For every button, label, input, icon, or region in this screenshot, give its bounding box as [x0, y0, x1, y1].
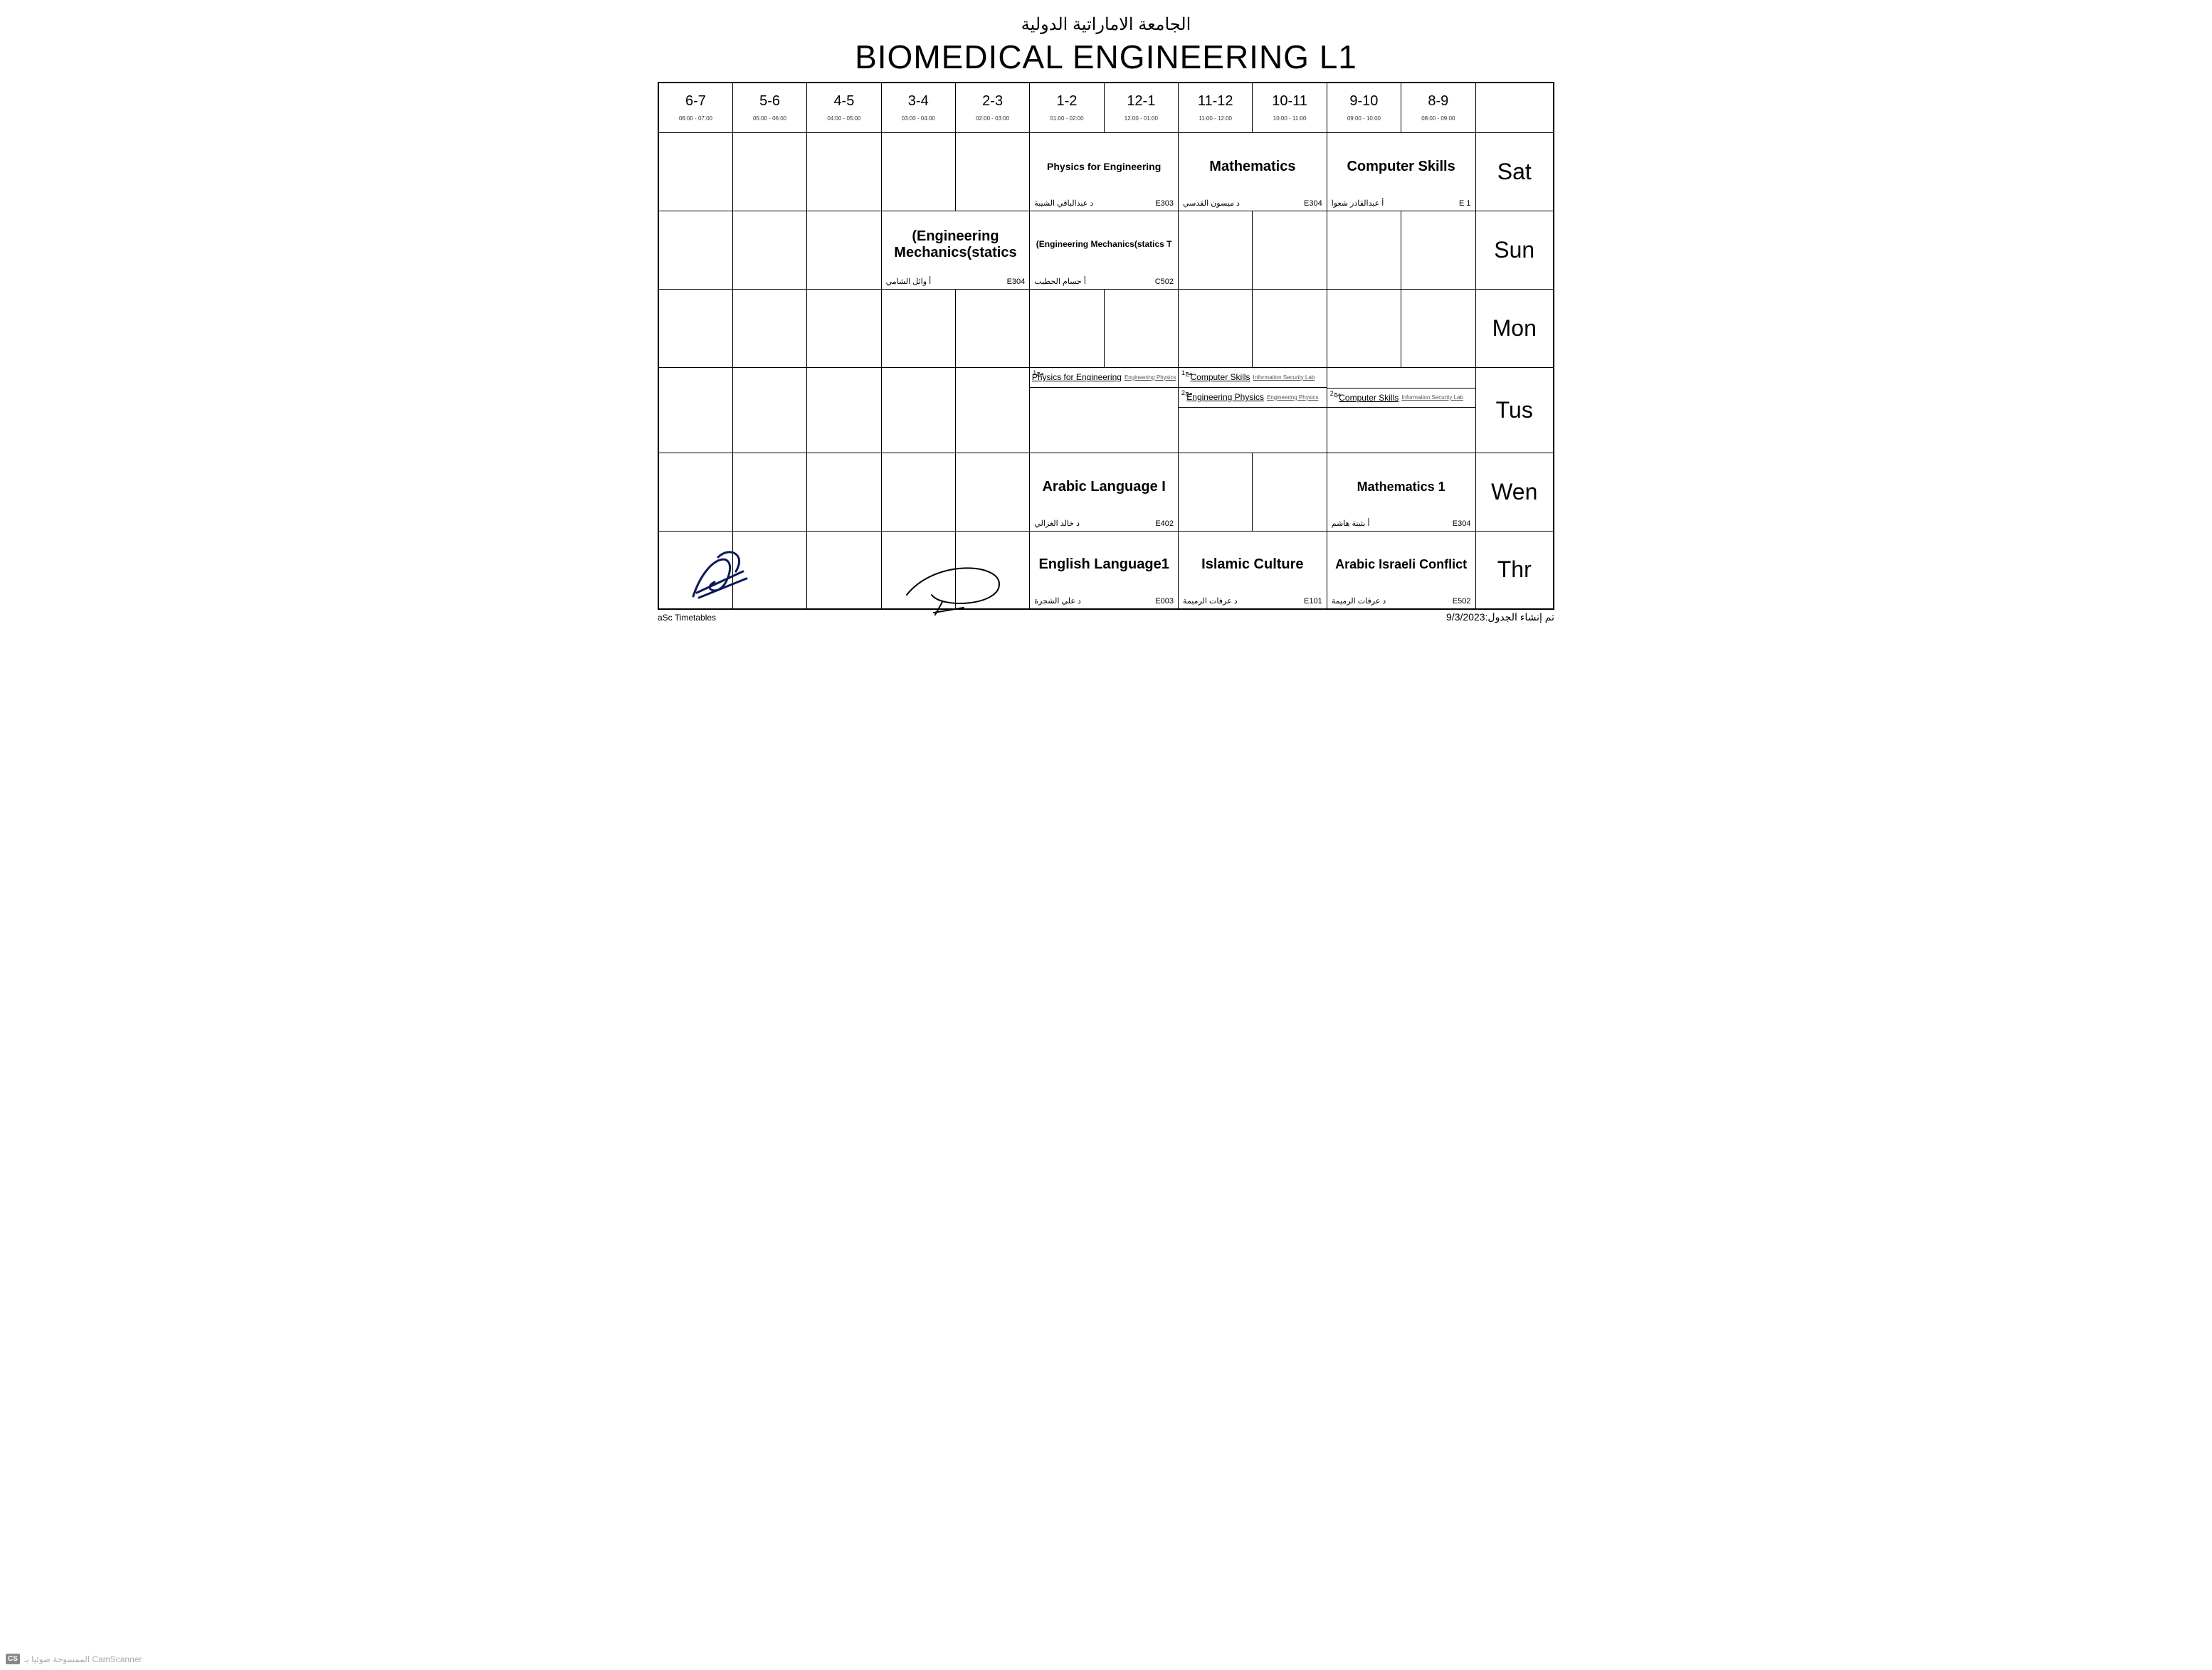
- course-instructor: د عرفات الرميمة: [1332, 596, 1386, 606]
- footer-created: تم إنشاء الجدول:9/3/2023: [658, 611, 1554, 623]
- course-title: Mathematics: [1184, 159, 1321, 175]
- row-wen: Arabic Language I د خالد الغزالي E402 Ma…: [658, 453, 1554, 531]
- day-wen: Wen: [1475, 453, 1554, 531]
- day-sun: Sun: [1475, 211, 1554, 289]
- cell-sat-cs: Computer Skills أ عبدالقادر شعوا E 1: [1327, 132, 1475, 211]
- cell-thr-eng: English Language1 د علي الشجرة E003: [1030, 531, 1179, 609]
- course-room: C502: [1155, 278, 1174, 286]
- tus-cs-grp2: 2مج Computer Skills Information Security…: [1327, 388, 1475, 408]
- course-room: E304: [1453, 519, 1471, 528]
- course-instructor: أ وائل الشامي: [886, 277, 932, 286]
- time-col-1: 5-605:00 - 06:00: [732, 83, 806, 132]
- course-title: Physics for Engineering: [1036, 161, 1172, 172]
- header-arabic: الجامعة الاماراتية الدولية: [658, 14, 1554, 35]
- course-instructor: د خالد الغزالي: [1034, 519, 1080, 528]
- cell-thr-conflict: Arabic Israeli Conflict د عرفات الرميمة …: [1327, 531, 1475, 609]
- time-col-5: 1-201:00 - 02:00: [1030, 83, 1104, 132]
- time-col-0: 6-706:00 - 07:00: [658, 83, 732, 132]
- course-instructor: د علي الشجرة: [1034, 596, 1081, 606]
- time-header-row: 6-706:00 - 07:00 5-605:00 - 06:00 4-504:…: [658, 83, 1554, 132]
- time-col-7: 11-1211:00 - 12:00: [1179, 83, 1253, 132]
- course-title: Mathematics 1: [1333, 480, 1470, 495]
- cell-sat-physics: Physics for Engineering د عبدالباقي الشي…: [1030, 132, 1179, 211]
- course-room: E003: [1155, 597, 1174, 606]
- row-mon: Mon: [658, 289, 1554, 367]
- cell-wen-arabic: Arabic Language I د خالد الغزالي E402: [1030, 453, 1179, 531]
- tus-phys-grp1: 1مج Physics for Engineering Engineering …: [1030, 368, 1178, 388]
- timetable-grid: 6-706:00 - 07:00 5-605:00 - 06:00 4-504:…: [658, 82, 1554, 610]
- cell-wen-math1: Mathematics 1 أ بثينة هاشم E304: [1327, 453, 1475, 531]
- cell-sun-statics: (Engineering Mechanics(statics أ وائل ال…: [881, 211, 1030, 289]
- day-tus: Tus: [1475, 367, 1554, 453]
- course-room: E 1: [1459, 199, 1471, 208]
- timetable-page: الجامعة الاماراتية الدولية BIOMEDICAL EN…: [658, 14, 1554, 623]
- watermark-text: الممسوحة ضوئيا بـ CamScanner: [24, 1654, 142, 1664]
- course-room: E402: [1155, 519, 1174, 528]
- course-title: (Engineering Mechanics(statics: [888, 228, 1024, 261]
- cell-tus-cs-phys: 1مج Computer Skills Information Security…: [1179, 367, 1327, 453]
- day-sat: Sat: [1475, 132, 1554, 211]
- day-thr: Thr: [1475, 531, 1554, 609]
- course-title: Islamic Culture: [1184, 556, 1321, 573]
- time-col-9: 9-1009:00 - 10:00: [1327, 83, 1401, 132]
- day-mon: Mon: [1475, 289, 1554, 367]
- cell-sat-math: Mathematics د ميسون القدسي E304: [1179, 132, 1327, 211]
- signature-left-icon: [679, 539, 786, 611]
- course-instructor: د عبدالباقي الشيبة: [1034, 199, 1093, 208]
- course-instructor: د عرفات الرميمة: [1183, 596, 1238, 606]
- course-room: E304: [1007, 278, 1026, 286]
- header-english: BIOMEDICAL ENGINEERING L1: [658, 38, 1554, 76]
- course-title: (Engineering Mechanics(statics T: [1036, 240, 1172, 250]
- tus-cs-grp1: 1مج Computer Skills Information Security…: [1179, 368, 1327, 388]
- cell-sun-staticsT: (Engineering Mechanics(statics T أ حسام …: [1030, 211, 1179, 289]
- course-room: E304: [1304, 199, 1322, 208]
- course-title: Computer Skills: [1333, 159, 1470, 175]
- row-sun: (Engineering Mechanics(statics أ وائل ال…: [658, 211, 1554, 289]
- row-sat: Physics for Engineering د عبدالباقي الشي…: [658, 132, 1554, 211]
- course-instructor: د ميسون القدسي: [1183, 199, 1240, 208]
- day-header-blank: [1475, 83, 1554, 132]
- course-instructor: أ عبدالقادر شعوا: [1332, 199, 1384, 208]
- row-thr: English Language1 د علي الشجرة E003 Isla…: [658, 531, 1554, 609]
- time-col-3: 3-403:00 - 04:00: [881, 83, 955, 132]
- course-room: E101: [1304, 597, 1322, 606]
- tus-phys-grp2: 2مج Engineering Physics Engineering Phys…: [1179, 388, 1327, 408]
- camscanner-watermark: CS الممسوحة ضوئيا بـ CamScanner: [6, 1654, 142, 1664]
- time-col-2: 4-504:00 - 05:00: [807, 83, 881, 132]
- time-col-4: 2-302:00 - 03:00: [955, 83, 1029, 132]
- cell-tus-phys: 1مج Physics for Engineering Engineering …: [1030, 367, 1179, 453]
- course-title: English Language1: [1036, 556, 1172, 573]
- course-instructor: أ بثينة هاشم: [1332, 519, 1370, 528]
- time-col-6: 12-112:00 - 01:00: [1104, 83, 1178, 132]
- course-room: E303: [1155, 199, 1174, 208]
- course-room: E502: [1453, 597, 1471, 606]
- course-instructor: أ حسام الخطيب: [1034, 277, 1086, 286]
- course-title: Arabic Israeli Conflict: [1333, 557, 1470, 572]
- signature-right-icon: [892, 552, 1021, 616]
- cs-badge-icon: CS: [6, 1654, 20, 1664]
- cell-tus-cs2: 2مج Computer Skills Information Security…: [1327, 367, 1475, 453]
- row-tus: 1مج Physics for Engineering Engineering …: [658, 367, 1554, 453]
- time-col-10: 8-908:00 - 09:00: [1401, 83, 1475, 132]
- cell-thr-islamic: Islamic Culture د عرفات الرميمة E101: [1179, 531, 1327, 609]
- time-col-8: 10-1110:00 - 11:00: [1253, 83, 1327, 132]
- course-title: Arabic Language I: [1036, 479, 1172, 495]
